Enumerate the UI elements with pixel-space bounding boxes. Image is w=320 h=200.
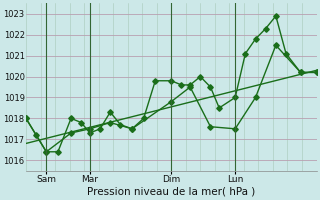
X-axis label: Pression niveau de la mer( hPa ): Pression niveau de la mer( hPa ) bbox=[87, 187, 255, 197]
